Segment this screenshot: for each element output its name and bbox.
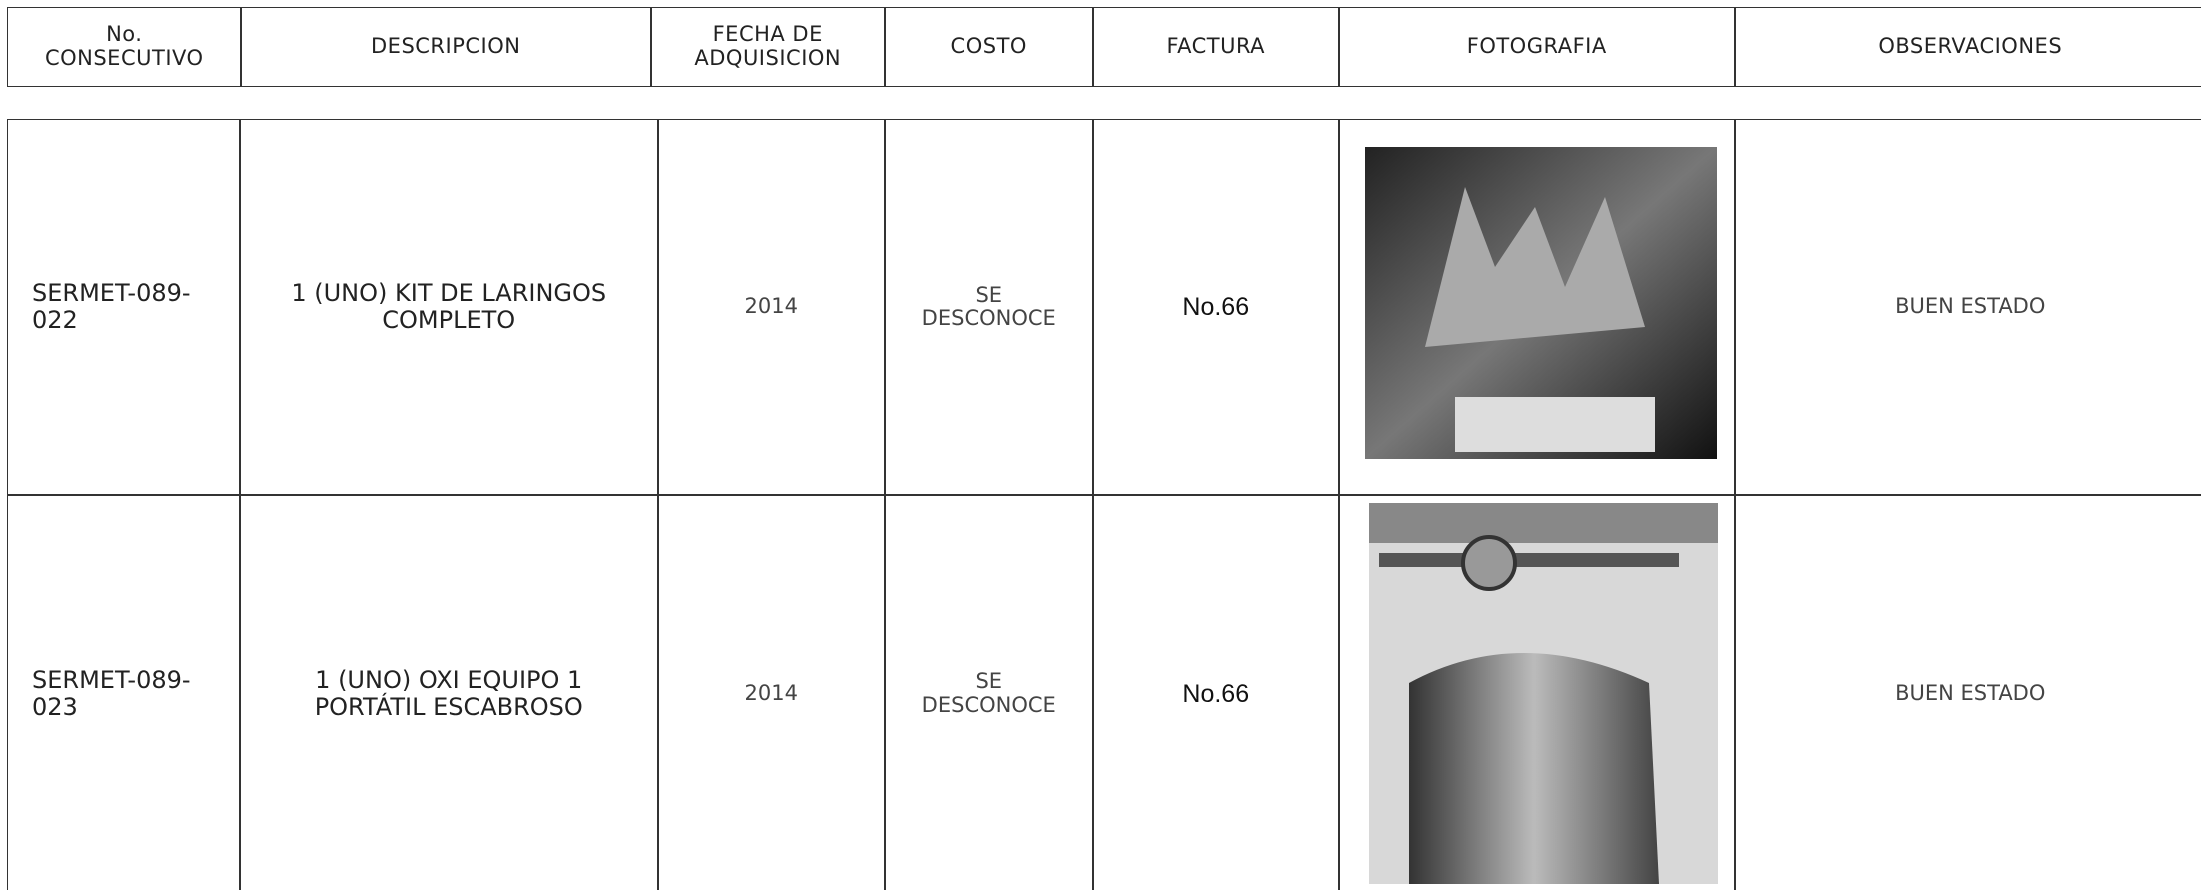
table-cell: 1 (UNO) OXI EQUIPO 1 PORTÁTIL ESCABROSO [239, 494, 659, 890]
table-cell: BUEN ESTADO [1734, 119, 2201, 496]
table-cell: SE DESCONOCE [884, 119, 1094, 496]
table-cell: No.66 [1092, 494, 1340, 890]
table-cell: 2014 [657, 494, 886, 890]
header-cell: FOTOGRAFIA [1338, 7, 1736, 87]
table-cell: 2014 [657, 119, 886, 496]
header-cell: FECHA DE ADQUISICION [650, 7, 886, 87]
header-cell: No. CONSECUTIVO [7, 7, 242, 87]
photo [1369, 503, 1718, 884]
table-cell: SERMET-089-023 [7, 494, 241, 890]
photo [1365, 147, 1717, 459]
table-cell: SE DESCONOCE [884, 494, 1094, 890]
table-cell: 1 (UNO) KIT DE LARINGOS COMPLETO [239, 119, 659, 496]
header-cell: OBSERVACIONES [1734, 7, 2201, 87]
header-cell: FACTURA [1092, 7, 1340, 87]
table-cell: BUEN ESTADO [1734, 494, 2201, 890]
table-cell: SERMET-089-022 [7, 119, 241, 496]
header-cell: COSTO [884, 7, 1094, 87]
photo-cell [1338, 494, 1736, 890]
photo-cell [1338, 119, 1736, 496]
header-cell: DESCRIPCION [240, 7, 652, 87]
table-cell: No.66 [1092, 119, 1340, 496]
